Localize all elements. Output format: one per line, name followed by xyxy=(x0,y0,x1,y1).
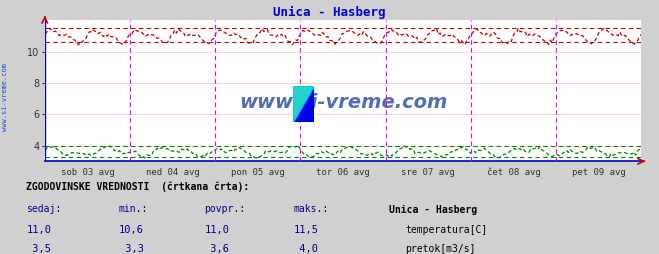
Text: 11,5: 11,5 xyxy=(293,225,318,235)
Text: www.si-vreme.com: www.si-vreme.com xyxy=(239,92,447,112)
Polygon shape xyxy=(293,86,314,122)
Text: Unica - Hasberg: Unica - Hasberg xyxy=(389,204,477,214)
Text: www.si-vreme.com: www.si-vreme.com xyxy=(2,62,8,131)
Text: temperatura[C]: temperatura[C] xyxy=(405,225,488,235)
Text: povpr.:: povpr.: xyxy=(204,204,245,214)
Text: pretok[m3/s]: pretok[m3/s] xyxy=(405,244,476,254)
Text: 3,6: 3,6 xyxy=(204,244,229,254)
Text: 3,5: 3,5 xyxy=(26,244,51,254)
Text: 4,0: 4,0 xyxy=(293,244,318,254)
Text: sedaj:: sedaj: xyxy=(26,204,61,214)
Text: min.:: min.: xyxy=(119,204,148,214)
Text: Unica - Hasberg: Unica - Hasberg xyxy=(273,6,386,19)
Text: 11,0: 11,0 xyxy=(26,225,51,235)
Text: 3,3: 3,3 xyxy=(119,244,144,254)
Text: 11,0: 11,0 xyxy=(204,225,229,235)
Polygon shape xyxy=(293,86,314,122)
Text: ZGODOVINSKE VREDNOSTI  (črtkana črta):: ZGODOVINSKE VREDNOSTI (črtkana črta): xyxy=(26,182,250,192)
Text: maks.:: maks.: xyxy=(293,204,328,214)
Text: 10,6: 10,6 xyxy=(119,225,144,235)
